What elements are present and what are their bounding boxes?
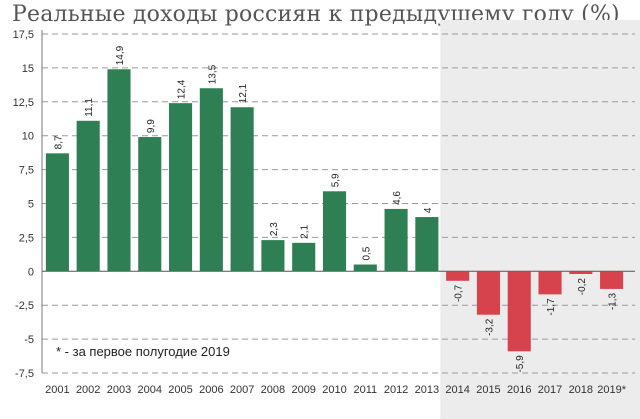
data-label: 12,1 xyxy=(238,83,249,103)
x-tick-label: 2003 xyxy=(107,384,131,396)
data-label: 14,9 xyxy=(115,45,126,65)
bar xyxy=(261,240,285,272)
bar xyxy=(322,191,347,272)
bar xyxy=(292,242,316,272)
x-tick-label: 2010 xyxy=(322,384,346,396)
data-label: 9,9 xyxy=(146,119,157,133)
data-label: -1,7 xyxy=(546,298,557,316)
x-tick-label: 2018 xyxy=(569,384,593,396)
y-tick-label: -5 xyxy=(24,334,34,346)
bar xyxy=(138,137,162,272)
x-tick-label: 2005 xyxy=(168,384,192,396)
x-tick-label: 2006 xyxy=(199,384,223,396)
x-tick-label: 2008 xyxy=(261,384,285,396)
x-tick-label: 2019* xyxy=(597,384,626,396)
bar xyxy=(76,120,100,272)
x-tick-label: 2013 xyxy=(415,384,439,396)
data-label: 0,5 xyxy=(361,246,372,260)
x-tick-label: 2015 xyxy=(476,384,500,396)
x-tick-label: 2017 xyxy=(538,384,562,396)
x-tick-label: 2004 xyxy=(138,384,162,396)
data-label: 2,3 xyxy=(269,222,280,236)
data-label: 4 xyxy=(423,207,434,213)
data-label: -0,7 xyxy=(454,284,465,302)
y-tick-label: 15 xyxy=(22,63,34,75)
bar xyxy=(107,69,131,272)
data-label: 5,9 xyxy=(331,173,342,187)
bar xyxy=(507,271,531,352)
bar xyxy=(446,271,470,281)
data-label: -1,3 xyxy=(608,292,619,310)
data-label: 11,1 xyxy=(84,98,95,117)
data-label: 8,7 xyxy=(53,135,64,149)
y-tick-label: 12,5 xyxy=(13,97,34,109)
bar xyxy=(45,153,69,272)
x-tick-label: 2014 xyxy=(445,384,469,396)
data-label: 2,1 xyxy=(300,224,311,238)
x-tick-label: 2011 xyxy=(353,384,377,396)
bar xyxy=(538,271,562,295)
x-tick-label: 2001 xyxy=(45,384,69,396)
x-tick-label: 2016 xyxy=(507,384,531,396)
data-label: -5,9 xyxy=(515,355,526,373)
y-tick-label: 5 xyxy=(28,199,34,211)
bar xyxy=(169,103,193,272)
x-tick-label: 2002 xyxy=(76,384,100,396)
y-tick-label: 0 xyxy=(28,266,34,278)
data-label: 4,6 xyxy=(392,191,403,205)
footnote: * - за первое полугодие 2019 xyxy=(56,344,230,359)
y-tick-label: 17,5 xyxy=(13,29,34,41)
y-tick-label: 10 xyxy=(22,131,34,143)
bar xyxy=(415,217,439,272)
data-label: -3,2 xyxy=(484,318,495,336)
bar xyxy=(230,107,254,272)
data-label: 13,5 xyxy=(207,64,218,84)
shaded-region xyxy=(440,20,640,419)
bar xyxy=(199,88,223,272)
bar xyxy=(600,271,624,289)
y-tick-label: -7,5 xyxy=(15,368,34,380)
x-tick-label: 2012 xyxy=(384,384,408,396)
bar xyxy=(569,271,593,275)
data-label: -0,2 xyxy=(577,278,588,296)
y-tick-label: 7,5 xyxy=(19,165,34,177)
x-tick-label: 2009 xyxy=(291,384,315,396)
bar xyxy=(476,271,500,315)
x-tick-label: 2007 xyxy=(230,384,254,396)
bar xyxy=(384,208,408,272)
data-label: 12,4 xyxy=(177,79,188,99)
bar xyxy=(353,264,377,272)
y-tick-label: 2,5 xyxy=(19,232,34,244)
y-tick-label: -2,5 xyxy=(15,300,34,312)
